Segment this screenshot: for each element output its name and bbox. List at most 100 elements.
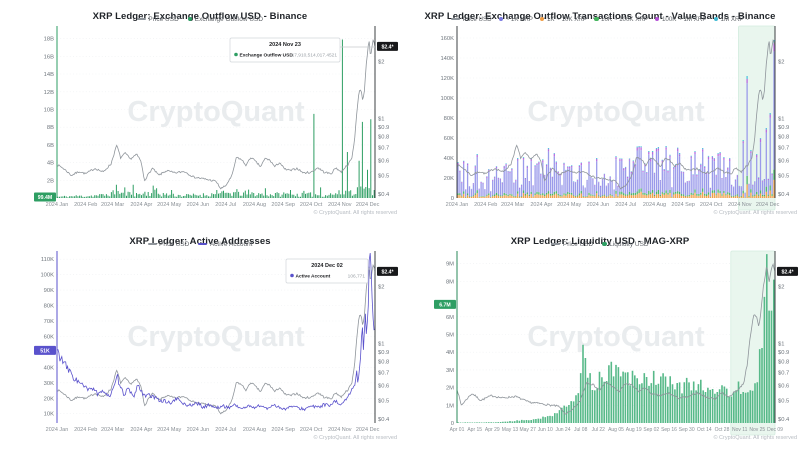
chart-canvas-outflow-tx-count[interactable]: 0 20K 40K 60K 80K 100K 120K 140K 160K $2 $1 $0.9 $0.… <box>400 0 800 225</box>
svg-text:2024 Feb: 2024 Feb <box>74 427 97 433</box>
svg-text:2024 Jan: 2024 Jan <box>46 427 69 433</box>
svg-text:Apr 15: Apr 15 <box>467 427 482 433</box>
svg-text:$0.4: $0.4 <box>378 192 390 198</box>
svg-text:May 13: May 13 <box>502 427 519 433</box>
legend-label: ~ 1K XRP <box>505 15 533 23</box>
svg-text:Oct 14: Oct 14 <box>697 427 712 433</box>
svg-text:2024 Jun: 2024 Jun <box>587 202 610 208</box>
svg-text:Jul 08: Jul 08 <box>574 427 588 433</box>
svg-text:2024 Aug: 2024 Aug <box>643 202 666 208</box>
copyright-note: © CryptoQuant. All rights reserved <box>713 210 797 216</box>
legend-label: Price USD <box>159 240 190 248</box>
tooltip-series-dot-icon <box>234 52 238 57</box>
svg-text:$0.7: $0.7 <box>778 371 789 377</box>
legend-item-active-account[interactable]: Active Account <box>198 241 252 248</box>
svg-text:2024 Jul: 2024 Jul <box>615 202 636 208</box>
line-marker-icon <box>451 18 461 20</box>
legend-label: Exchange Outflow USD <box>194 15 264 23</box>
svg-text:$2: $2 <box>378 284 384 290</box>
svg-text:2024 Jan: 2024 Jan <box>446 202 469 208</box>
chart-title: XRP Ledger: Liquidity USD - MAG-XRP <box>510 235 690 247</box>
svg-text:2024 Jun: 2024 Jun <box>187 202 210 208</box>
chart-legend: Price USD Liquidity USD <box>400 241 800 248</box>
svg-text:$2.4*: $2.4* <box>781 270 794 276</box>
legend-item-price-usd[interactable]: Price USD <box>147 240 190 248</box>
svg-text:99.4M: 99.4M <box>38 195 52 201</box>
svg-text:$0.8: $0.8 <box>778 135 789 141</box>
svg-text:10K: 10K <box>44 412 54 418</box>
svg-text:$0.5: $0.5 <box>778 173 789 179</box>
legend-label: 10K ~ 100K XRP <box>601 15 648 23</box>
svg-text:2024 Sep: 2024 Sep <box>271 202 295 208</box>
svg-text:$2: $2 <box>778 284 784 290</box>
svg-text:Sep 30: Sep 30 <box>679 427 695 433</box>
svg-text:80K: 80K <box>44 304 54 310</box>
svg-text:2024 Nov: 2024 Nov <box>328 427 352 433</box>
legend-label: 100K ~ 1M XRP <box>661 15 707 23</box>
legend-item-100k-1m-xrp[interactable]: 100K ~ 1M XRP <box>654 15 707 23</box>
svg-text:2024 Dec: 2024 Dec <box>356 427 380 433</box>
svg-text:4M: 4M <box>446 350 454 356</box>
svg-text:10B: 10B <box>44 108 54 114</box>
svg-text:$0.5: $0.5 <box>378 173 389 179</box>
chart-canvas-liquidity-usd[interactable]: 0 1M 2M 3M 4M 5M 6M 8M 9M $2 $1 $0.9 $0.8 $0.7 $0.6 $0.… <box>400 225 800 450</box>
legend-item-1k-xrp[interactable]: ~ 1K XRP <box>498 15 533 23</box>
legend-item-exchange-outflow-usd[interactable]: Exchange Outflow USD <box>187 15 264 23</box>
svg-text:2024 Oct: 2024 Oct <box>300 427 323 433</box>
svg-text:0: 0 <box>451 196 454 202</box>
legend-item-price-usd[interactable]: Price USD <box>451 16 492 23</box>
svg-text:Dec 09: Dec 09 <box>767 427 783 433</box>
dot-marker-icon <box>539 16 545 22</box>
svg-text:2024 Jul: 2024 Jul <box>215 202 236 208</box>
tooltip-date: 2024 Dec 02 <box>311 263 343 269</box>
svg-text:1M: 1M <box>446 403 454 409</box>
svg-text:30K: 30K <box>44 381 54 387</box>
svg-text:40K: 40K <box>44 365 54 371</box>
copyright-note: © CryptoQuant. All rights reserved <box>313 210 397 216</box>
svg-text:2024 Apr: 2024 Apr <box>130 427 152 433</box>
svg-text:6.7M: 6.7M <box>439 303 451 309</box>
price-usd-line <box>56 263 376 415</box>
copyright-note: © CryptoQuant. All rights reserved <box>713 435 797 441</box>
chart-canvas-active-addresses[interactable]: 10K 20K 30K 40K 60K 70K 80K 90K 100K 110K $2 $1 $0.9… <box>0 225 400 450</box>
chart-panel-outflow-tx-count-value-bands: CryptoQuant 0 20K 40K 60K 80K 100K 120K 140K 160… <box>400 0 800 225</box>
svg-text:$2.4*: $2.4* <box>381 270 394 276</box>
svg-text:Aug 05: Aug 05 <box>608 427 624 433</box>
svg-text:2024 Nov: 2024 Nov <box>328 202 352 208</box>
svg-text:120K: 120K <box>440 76 454 82</box>
chart-canvas-exchange-outflow-usd[interactable]: 2B4B6B8B10B12B14B16B18B$2$1$0.9$0.8$0.7$… <box>0 0 400 225</box>
legend-item-1m-xrp[interactable]: 1M XRP ~ <box>713 16 749 23</box>
hover-tooltip: 2024 Nov 23 Exchange Outflow USD17,910,51… <box>229 37 375 63</box>
chart-panel-liquidity-usd: CryptoQuant 0 1M 2M 3M 4M 5M 6M 8M 9M $2 $1 $0.9 $0.… <box>400 225 800 450</box>
svg-text:Sep 16: Sep 16 <box>661 427 677 433</box>
tooltip-value: 17,910,514,017.4521 <box>292 53 338 59</box>
legend-label: Active Account <box>209 240 253 248</box>
svg-text:Jun 10: Jun 10 <box>538 427 553 433</box>
svg-text:2024 Oct: 2024 Oct <box>700 202 723 208</box>
chart-legend: Price USD Exchange Outflow USD <box>0 16 400 23</box>
svg-text:$1: $1 <box>778 341 784 347</box>
line-marker-icon <box>198 243 208 245</box>
hover-tooltip: 2024 Dec 02 Active Account 106,771 <box>285 258 375 284</box>
svg-text:2024 Nov: 2024 Nov <box>728 202 752 208</box>
svg-text:$0.5: $0.5 <box>778 398 789 404</box>
stacked-bars-1k-10k-xrp <box>457 179 775 198</box>
svg-text:16B: 16B <box>44 54 54 60</box>
legend-item-liquidity-usd[interactable]: Liquidity USD <box>602 241 649 248</box>
svg-text:$1: $1 <box>378 341 384 347</box>
legend-item-price-usd[interactable]: Price USD <box>551 241 593 248</box>
legend-item-10k-100k-xrp[interactable]: 10K ~ 100K XRP <box>594 16 648 23</box>
legend-item-1k-10k-xrp[interactable]: 1K ~ 10K XRP <box>539 16 587 23</box>
legend-item-price-usd[interactable]: Price USD <box>136 16 179 23</box>
svg-text:$0.6: $0.6 <box>378 158 389 164</box>
svg-text:$0.8: $0.8 <box>378 135 389 141</box>
svg-text:20K: 20K <box>44 396 54 402</box>
svg-text:100K: 100K <box>40 273 54 279</box>
latest-value-badge: 6.7M <box>434 299 456 309</box>
svg-text:2024 Feb: 2024 Feb <box>474 202 497 208</box>
left-axis-tick-labels: 0 20K 40K 60K 80K 100K 120K 140K 160K <box>440 36 454 202</box>
svg-text:2024 Dec: 2024 Dec <box>356 202 380 208</box>
svg-text:9M: 9M <box>446 262 454 268</box>
svg-text:Oct 28: Oct 28 <box>715 427 730 433</box>
svg-text:2024 Aug: 2024 Aug <box>243 427 266 433</box>
